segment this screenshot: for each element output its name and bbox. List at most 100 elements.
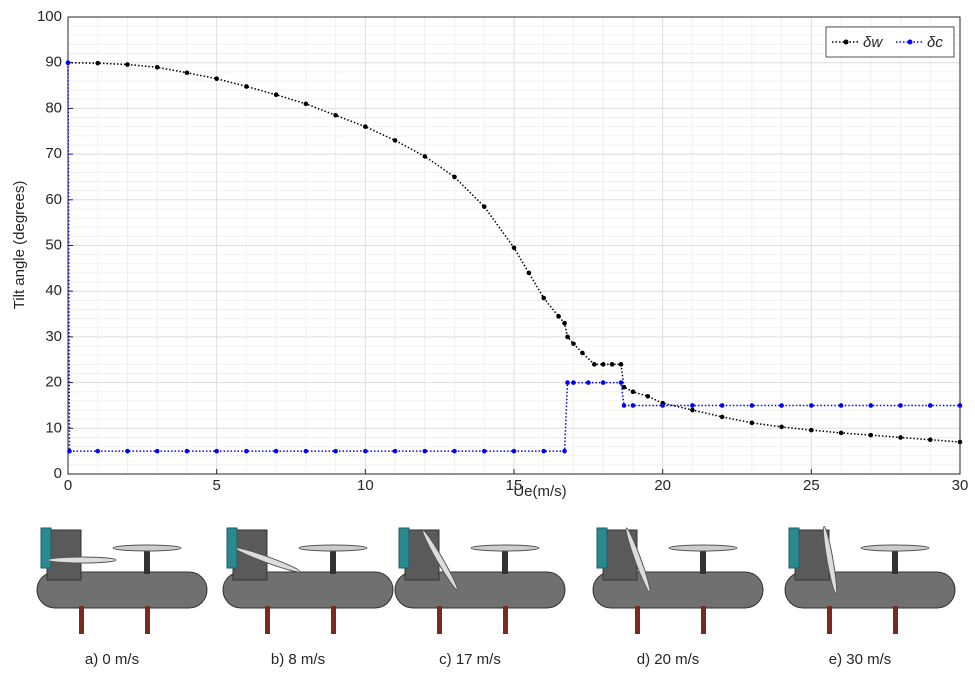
series-marker bbox=[779, 403, 784, 408]
series-marker bbox=[363, 124, 368, 129]
series-marker bbox=[393, 138, 398, 143]
series-marker bbox=[580, 351, 585, 356]
legend-marker bbox=[908, 40, 913, 45]
y-axis-label: Tilt angle (degrees) bbox=[11, 181, 28, 310]
series-marker bbox=[958, 440, 963, 445]
series-marker bbox=[809, 428, 814, 433]
y-tick-label: 0 bbox=[54, 465, 62, 482]
rotor bbox=[299, 545, 367, 551]
leg bbox=[635, 606, 640, 634]
leg bbox=[893, 606, 898, 634]
series-marker bbox=[423, 449, 428, 454]
tail-panel bbox=[41, 528, 51, 568]
leg bbox=[827, 606, 832, 634]
tail-panel bbox=[789, 528, 799, 568]
series-marker bbox=[125, 449, 130, 454]
x-tick-label: 10 bbox=[357, 477, 374, 494]
legend-label: δw bbox=[863, 34, 883, 51]
caption: c) 17 m/s bbox=[439, 651, 501, 668]
series-marker bbox=[631, 389, 636, 394]
legend-label: δc bbox=[927, 34, 943, 51]
series-marker bbox=[839, 431, 844, 436]
series-marker bbox=[898, 435, 903, 440]
series-marker bbox=[67, 449, 72, 454]
series-marker bbox=[928, 437, 933, 442]
series-marker bbox=[898, 403, 903, 408]
series-marker bbox=[244, 84, 249, 89]
series-marker bbox=[244, 449, 249, 454]
series-marker bbox=[95, 449, 100, 454]
leg bbox=[437, 606, 442, 634]
x-tick-label: 20 bbox=[654, 477, 671, 494]
rotor bbox=[471, 545, 539, 551]
series-marker bbox=[541, 449, 546, 454]
tail-panel bbox=[597, 528, 607, 568]
series-marker bbox=[809, 403, 814, 408]
tail-panel bbox=[227, 528, 237, 568]
series-marker bbox=[556, 314, 561, 319]
series-marker bbox=[452, 449, 457, 454]
leg bbox=[701, 606, 706, 634]
x-tick-label: 30 bbox=[952, 477, 969, 494]
series-marker bbox=[423, 154, 428, 159]
series-marker bbox=[958, 403, 963, 408]
leg bbox=[331, 606, 336, 634]
leg bbox=[265, 606, 270, 634]
series-marker bbox=[541, 296, 546, 301]
series-marker bbox=[66, 60, 71, 65]
rotor bbox=[669, 545, 737, 551]
mast bbox=[330, 550, 336, 574]
legend-marker bbox=[844, 40, 849, 45]
leg bbox=[79, 606, 84, 634]
series-marker bbox=[586, 380, 591, 385]
series-marker bbox=[690, 408, 695, 413]
tail-fin bbox=[47, 530, 81, 580]
series-marker bbox=[562, 321, 567, 326]
series-marker bbox=[619, 380, 624, 385]
tail-panel bbox=[399, 528, 409, 568]
y-tick-label: 30 bbox=[45, 328, 62, 345]
series-marker bbox=[622, 403, 627, 408]
x-tick-label: 15 bbox=[506, 477, 523, 494]
series-marker bbox=[333, 449, 338, 454]
series-marker bbox=[779, 425, 784, 430]
mast bbox=[700, 550, 706, 574]
series-marker bbox=[333, 113, 338, 118]
caption: e) 30 m/s bbox=[829, 651, 892, 668]
series-marker bbox=[512, 245, 517, 250]
rotor bbox=[113, 545, 181, 551]
caption: b) 8 m/s bbox=[271, 651, 325, 668]
series-marker bbox=[690, 403, 695, 408]
series-marker bbox=[363, 449, 368, 454]
series-marker bbox=[720, 403, 725, 408]
series-marker bbox=[571, 341, 576, 346]
series-marker bbox=[720, 415, 725, 420]
series-marker bbox=[928, 403, 933, 408]
series-marker bbox=[631, 403, 636, 408]
y-tick-label: 80 bbox=[45, 99, 62, 116]
series-marker bbox=[527, 271, 532, 276]
series-marker bbox=[571, 380, 576, 385]
leg bbox=[503, 606, 508, 634]
y-tick-label: 60 bbox=[45, 191, 62, 208]
series-marker bbox=[304, 102, 309, 107]
series-marker bbox=[869, 403, 874, 408]
series-marker bbox=[155, 449, 160, 454]
y-tick-label: 90 bbox=[45, 54, 62, 71]
y-tick-label: 50 bbox=[45, 236, 62, 253]
series-marker bbox=[601, 380, 606, 385]
series-marker bbox=[750, 421, 755, 426]
series-marker bbox=[646, 394, 651, 399]
series-marker bbox=[214, 76, 219, 81]
rotor bbox=[861, 545, 929, 551]
series-marker bbox=[125, 62, 130, 67]
series-marker bbox=[214, 449, 219, 454]
mast bbox=[502, 550, 508, 574]
series-marker bbox=[482, 204, 487, 209]
series-marker bbox=[185, 70, 190, 75]
series-marker bbox=[601, 362, 606, 367]
series-marker bbox=[565, 335, 570, 340]
series-marker bbox=[512, 449, 517, 454]
leg bbox=[145, 606, 150, 634]
series-marker bbox=[274, 449, 279, 454]
